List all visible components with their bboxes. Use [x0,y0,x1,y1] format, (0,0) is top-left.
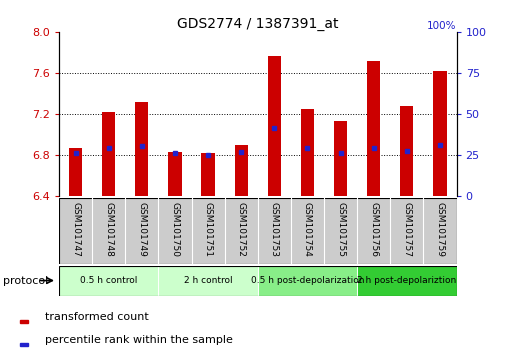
Bar [324,198,357,264]
Text: protocol: protocol [3,275,48,286]
Text: GSM101747: GSM101747 [71,202,80,257]
Bar [20,320,28,323]
Bar [234,145,248,196]
Text: GSM101751: GSM101751 [204,202,212,257]
Bar [125,198,159,264]
Bar [334,121,347,196]
Bar [159,266,258,296]
Text: GSM101748: GSM101748 [104,202,113,257]
Text: 2 h control: 2 h control [184,276,232,285]
Text: GSM101755: GSM101755 [336,202,345,257]
Bar [225,198,258,264]
Bar [433,71,447,196]
Bar [102,112,115,196]
Bar [59,266,159,296]
Text: GSM101759: GSM101759 [436,202,444,257]
Bar [367,61,380,196]
Bar [423,198,457,264]
Bar [357,266,457,296]
Text: 0.5 h control: 0.5 h control [80,276,137,285]
Text: GSM101749: GSM101749 [137,202,146,257]
Bar [69,148,82,196]
Bar [258,198,291,264]
Text: GSM101757: GSM101757 [402,202,411,257]
Text: transformed count: transformed count [45,312,148,322]
Bar [20,343,28,346]
Bar [92,198,125,264]
Text: GSM101753: GSM101753 [270,202,279,257]
Text: 0.5 h post-depolarization: 0.5 h post-depolarization [251,276,364,285]
Text: GSM101752: GSM101752 [236,202,246,257]
Bar [159,198,191,264]
Bar [301,109,314,196]
Bar [357,198,390,264]
Bar [135,102,148,196]
Text: percentile rank within the sample: percentile rank within the sample [45,335,232,346]
Title: GDS2774 / 1387391_at: GDS2774 / 1387391_at [177,17,339,31]
Text: 2 h post-depolariztion: 2 h post-depolariztion [357,276,457,285]
Bar [191,198,225,264]
Bar [59,198,92,264]
Bar [268,56,281,196]
Bar [291,198,324,264]
Bar [168,152,182,196]
Text: 100%: 100% [427,21,457,31]
Text: GSM101750: GSM101750 [170,202,180,257]
Text: GSM101756: GSM101756 [369,202,378,257]
Bar [258,266,357,296]
Bar [390,198,423,264]
Bar [400,106,413,196]
Bar [202,153,215,196]
Text: GSM101754: GSM101754 [303,202,312,257]
